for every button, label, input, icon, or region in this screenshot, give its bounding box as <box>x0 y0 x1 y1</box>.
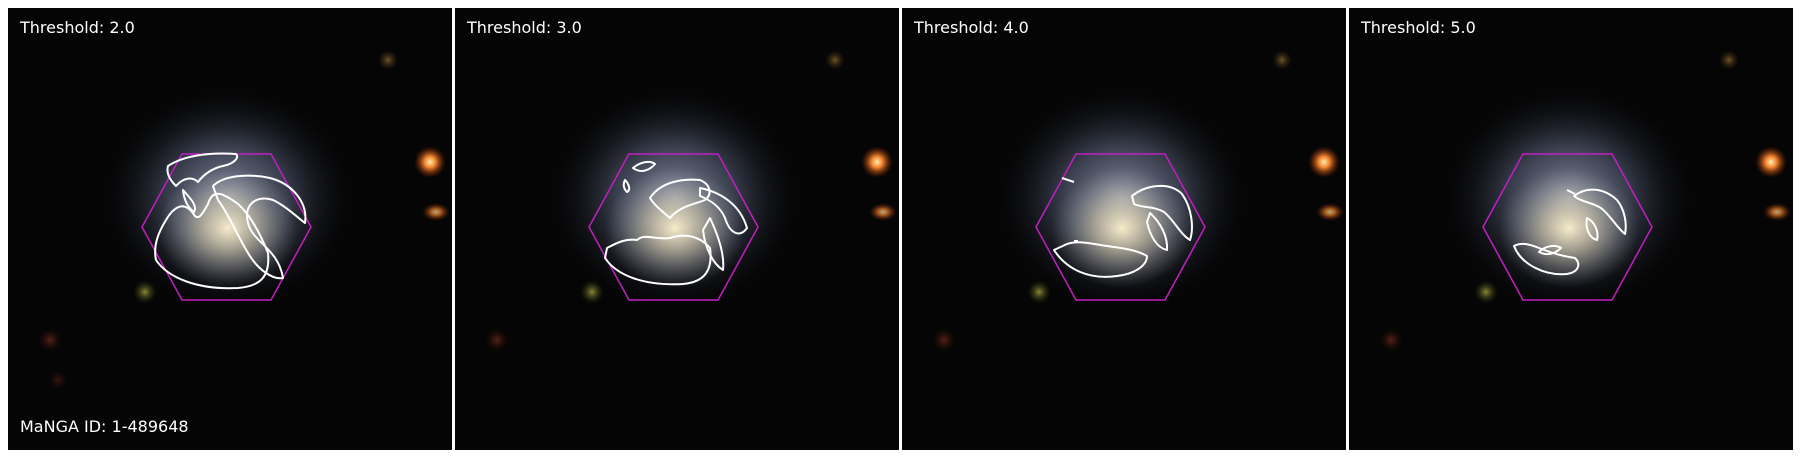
galaxy-image <box>902 8 1346 450</box>
panel-threshold-3: Threshold: 3.0 <box>455 8 899 450</box>
foreground-star <box>861 146 893 178</box>
foreground-star <box>1308 146 1340 178</box>
ifu-hexagon <box>141 153 312 301</box>
ifu-hexagon <box>1482 153 1653 301</box>
threshold-label: Threshold: 3.0 <box>467 18 582 37</box>
galaxy-id-label: MaNGA ID: 1-489648 <box>20 417 189 436</box>
panel-threshold-4: Threshold: 4.0 <box>902 8 1346 450</box>
panel-threshold-5: Threshold: 5.0 <box>1349 8 1793 450</box>
arm-contours <box>1053 177 1193 278</box>
arm-contours <box>604 160 748 286</box>
ifu-hexagon <box>1035 153 1206 301</box>
ifu-hexagon <box>588 153 759 301</box>
panel-threshold-2: Threshold: 2.0 MaNGA ID: 1-489648 <box>8 8 452 450</box>
threshold-label: Threshold: 4.0 <box>914 18 1029 37</box>
foreground-star <box>414 146 446 178</box>
galaxy-image <box>455 8 899 450</box>
galaxy-image <box>8 8 452 450</box>
galaxy-image <box>1349 8 1793 450</box>
arm-contours <box>1513 188 1627 276</box>
threshold-label: Threshold: 2.0 <box>20 18 135 37</box>
arm-contours <box>154 152 307 290</box>
foreground-star <box>1755 146 1787 178</box>
threshold-label: Threshold: 5.0 <box>1361 18 1476 37</box>
